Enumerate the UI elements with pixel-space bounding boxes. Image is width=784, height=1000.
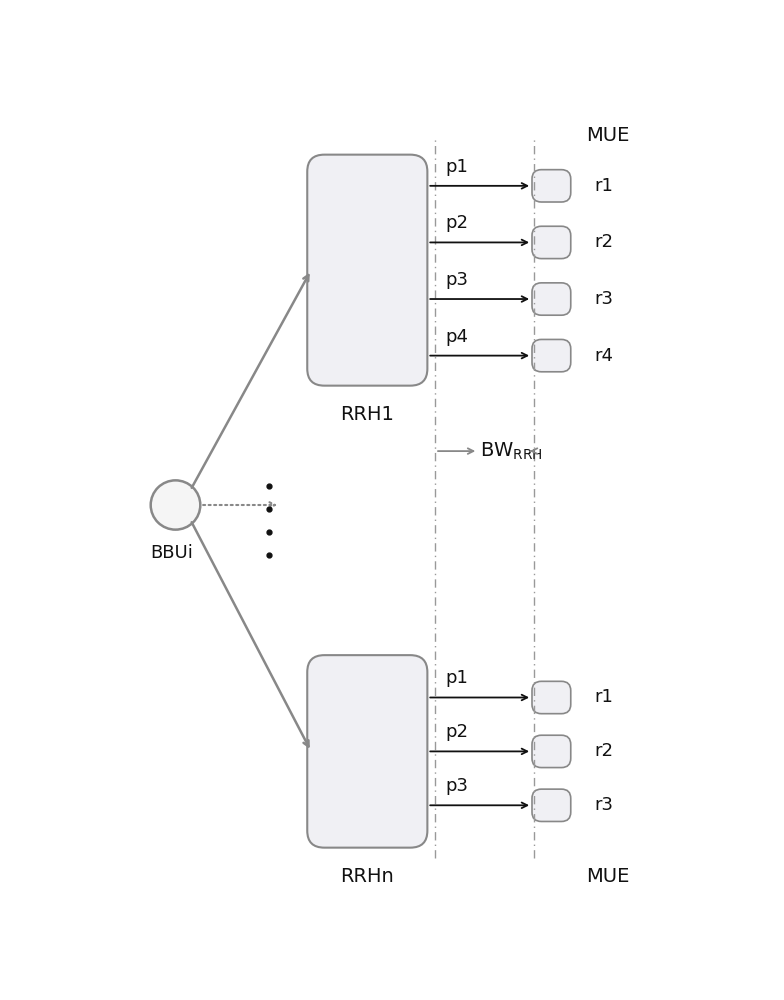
Text: RRH1: RRH1 (340, 405, 394, 424)
Text: r1: r1 (594, 177, 613, 195)
Text: p2: p2 (445, 723, 468, 741)
Text: RRHn: RRHn (340, 867, 394, 886)
Text: MUE: MUE (586, 867, 630, 886)
Text: BW$_{\mathrm{RRH}}$: BW$_{\mathrm{RRH}}$ (481, 440, 543, 462)
FancyBboxPatch shape (307, 655, 427, 848)
Text: p1: p1 (445, 669, 468, 687)
FancyBboxPatch shape (532, 789, 571, 821)
Text: p1: p1 (445, 158, 468, 176)
Text: r2: r2 (594, 742, 613, 760)
Text: r3: r3 (594, 796, 613, 814)
FancyBboxPatch shape (532, 681, 571, 714)
FancyBboxPatch shape (307, 155, 427, 386)
Text: p2: p2 (445, 214, 468, 232)
Text: r2: r2 (594, 233, 613, 251)
Text: MUE: MUE (586, 126, 630, 145)
Text: BBUi: BBUi (151, 544, 193, 562)
Text: r3: r3 (594, 290, 613, 308)
Text: p4: p4 (445, 328, 468, 346)
FancyBboxPatch shape (532, 339, 571, 372)
FancyBboxPatch shape (532, 283, 571, 315)
Text: p3: p3 (445, 271, 468, 289)
FancyBboxPatch shape (532, 226, 571, 259)
FancyBboxPatch shape (532, 170, 571, 202)
Text: p3: p3 (445, 777, 468, 795)
Text: r4: r4 (594, 347, 613, 365)
FancyBboxPatch shape (532, 735, 571, 768)
Circle shape (151, 480, 200, 530)
Text: r1: r1 (594, 688, 613, 706)
